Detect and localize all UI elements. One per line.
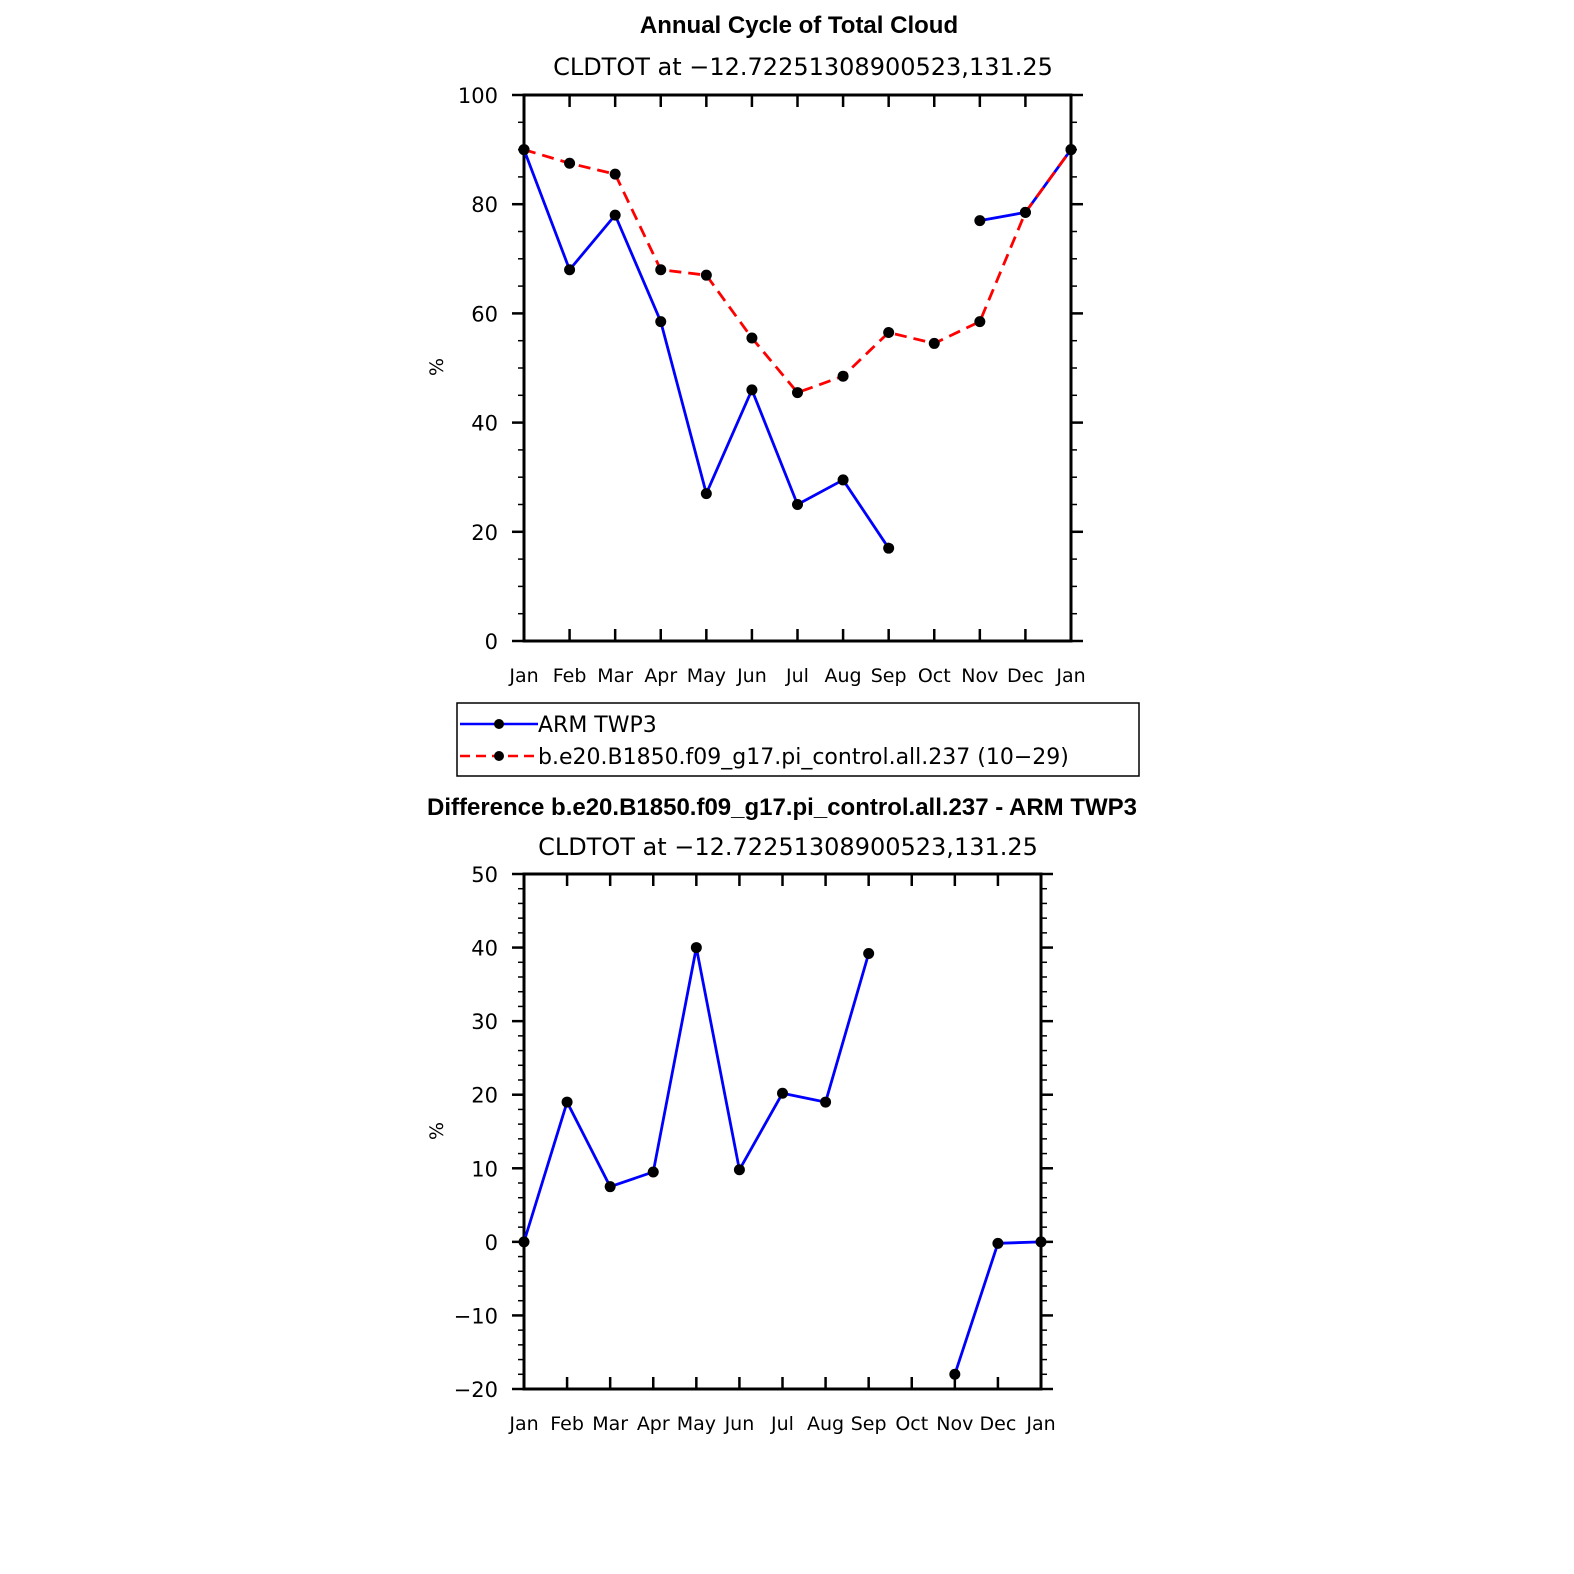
data-point [883,542,895,554]
x-tick-label: Jul [770,1413,794,1435]
x-tick-label: Jan [508,1413,538,1435]
x-tick-label: Jun [724,1413,755,1435]
y-tick-label: −20 [454,1378,498,1402]
chart1-ylabel: % [426,358,448,376]
data-point [992,1237,1004,1249]
chart2-ylabel: % [426,1122,448,1140]
data-point [1065,144,1077,156]
y-tick-label: 40 [471,412,498,436]
data-point [647,1166,659,1178]
y-tick-label: 20 [471,521,498,545]
data-point [604,1181,616,1193]
x-tick-label: Feb [550,1413,584,1435]
legend-label-arm: ARM TWP3 [538,713,657,738]
chart1-legend: ARM TWP3 b.e20.B1850.f09_g17.pi_control.… [456,702,1140,777]
data-point [974,316,986,328]
data-point [564,157,576,169]
chart2-subtitle: CLDTOT at −12.72251308900523,131.25 [538,833,1038,861]
data-point [518,144,530,156]
data-point [837,370,849,382]
data-point [700,269,712,281]
legend-label-model: b.e20.B1850.f09_g17.pi_control.all.237 (… [538,745,1069,770]
chart2-axes: Jan Feb Mar Apr May Jun Jul Aug Sep Oct Nov Dec Jan−… [454,863,1056,1435]
legend-marker-model [494,751,504,761]
y-tick-label: 80 [471,193,498,217]
data-point [561,1096,573,1108]
data-point [883,327,895,339]
x-tick-label: Feb [553,665,587,687]
chart-difference: Difference b.e20.B1850.f09_g17.pi_contro… [426,794,1137,1435]
y-tick-label: −10 [454,1304,498,1328]
x-tick-label: Apr [644,665,677,687]
y-tick-label: 0 [485,1231,498,1255]
x-tick-label: Aug [807,1413,844,1435]
data-point [700,488,712,500]
x-tick-label: May [677,1413,716,1435]
y-tick-label: 100 [458,84,498,108]
x-tick-label: Mar [592,1413,628,1435]
y-tick-label: 50 [471,863,498,887]
x-tick-label: Apr [637,1413,670,1435]
data-point [1019,206,1031,218]
x-tick-label: Dec [980,1413,1017,1435]
data-point [655,316,667,328]
chart2-plot-frame [522,872,1043,1391]
data-point [746,332,758,344]
x-tick-label: Jun [736,665,767,687]
y-tick-label: 0 [485,630,498,654]
x-tick-label: Sep [851,1413,887,1435]
x-tick-label: Nov [936,1413,973,1435]
data-point [949,1368,961,1380]
chart1-series [518,144,1077,554]
x-tick-label: Jan [1025,1413,1055,1435]
data-point [609,168,621,180]
y-tick-label: 10 [471,1157,498,1181]
y-tick-label: 30 [471,1010,498,1034]
x-tick-label: Sep [871,665,907,687]
data-point [820,1096,832,1108]
data-point [974,215,986,227]
y-tick-label: 20 [471,1084,498,1108]
chart2-title: Difference b.e20.B1850.f09_g17.pi_contro… [427,794,1137,821]
chart1-title: Annual Cycle of Total Cloud [640,12,958,39]
data-point [792,499,803,510]
chart2-series [518,942,1047,1380]
data-point [655,264,667,276]
y-tick-label: 60 [471,302,498,326]
y-tick-label: 40 [471,937,498,961]
x-tick-label: Oct [918,665,951,687]
data-point [609,209,621,221]
chart1-plot-frame [522,93,1073,643]
x-tick-label: Dec [1007,665,1044,687]
series-line-0 [522,946,871,1243]
data-point [690,942,702,954]
data-point [777,1087,788,1099]
data-point [863,947,875,959]
data-point [746,384,758,396]
data-point [564,264,576,276]
chart1-axes: Jan Feb Mar Apr May Jun Jul Aug Sep Oct Nov Dec Jan 0… [458,84,1086,687]
x-tick-label: May [687,665,726,687]
legend-marker-arm [494,719,504,729]
data-point [733,1164,745,1176]
x-tick-label: Nov [961,665,998,687]
x-tick-label: Jan [508,665,538,687]
series-line-0 [953,1240,1042,1375]
data-point [792,387,803,399]
x-tick-label: Aug [825,665,862,687]
data-point [928,337,940,349]
data-point [518,1236,530,1248]
series-line-1 [523,148,1073,394]
chart1-subtitle: CLDTOT at −12.72251308900523,131.25 [553,53,1053,81]
x-tick-label: Jul [785,665,809,687]
x-tick-label: Mar [597,665,633,687]
x-tick-label: Jan [1055,665,1085,687]
chart-annual-cycle: Annual Cycle of Total Cloud CLDTOT at −1… [426,12,1086,687]
data-point [1035,1236,1047,1248]
data-point [837,474,849,486]
x-tick-label: Oct [895,1413,928,1435]
legend-box [456,702,1140,777]
